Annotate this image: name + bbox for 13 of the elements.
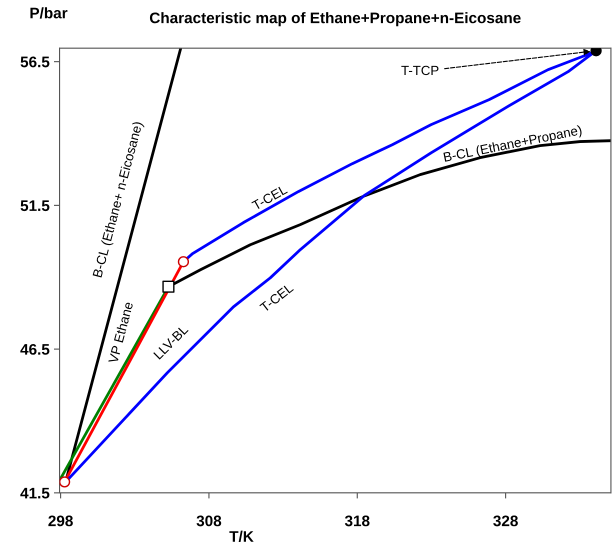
annotation: T-TCP: [401, 66, 438, 76]
y-tick-label: 56.5: [20, 56, 50, 68]
annotation: VP Ethane: [108, 301, 134, 364]
y-tick-label: 46.5: [20, 344, 50, 355]
y-axis-title: P/bar: [30, 7, 68, 19]
x-tick-label: 328: [493, 515, 518, 526]
y-tick-label: 51.5: [20, 200, 50, 212]
x-tick-label: 308: [196, 515, 222, 526]
y-tick-label: 41.5: [20, 488, 50, 499]
x-axis-title: T/K: [229, 530, 254, 542]
x-tick-label: 318: [344, 515, 370, 526]
chart-title: Characteristic map of Ethane+Propane+n-Eicosane: [150, 12, 521, 26]
x-tick-label: 298: [48, 515, 73, 526]
